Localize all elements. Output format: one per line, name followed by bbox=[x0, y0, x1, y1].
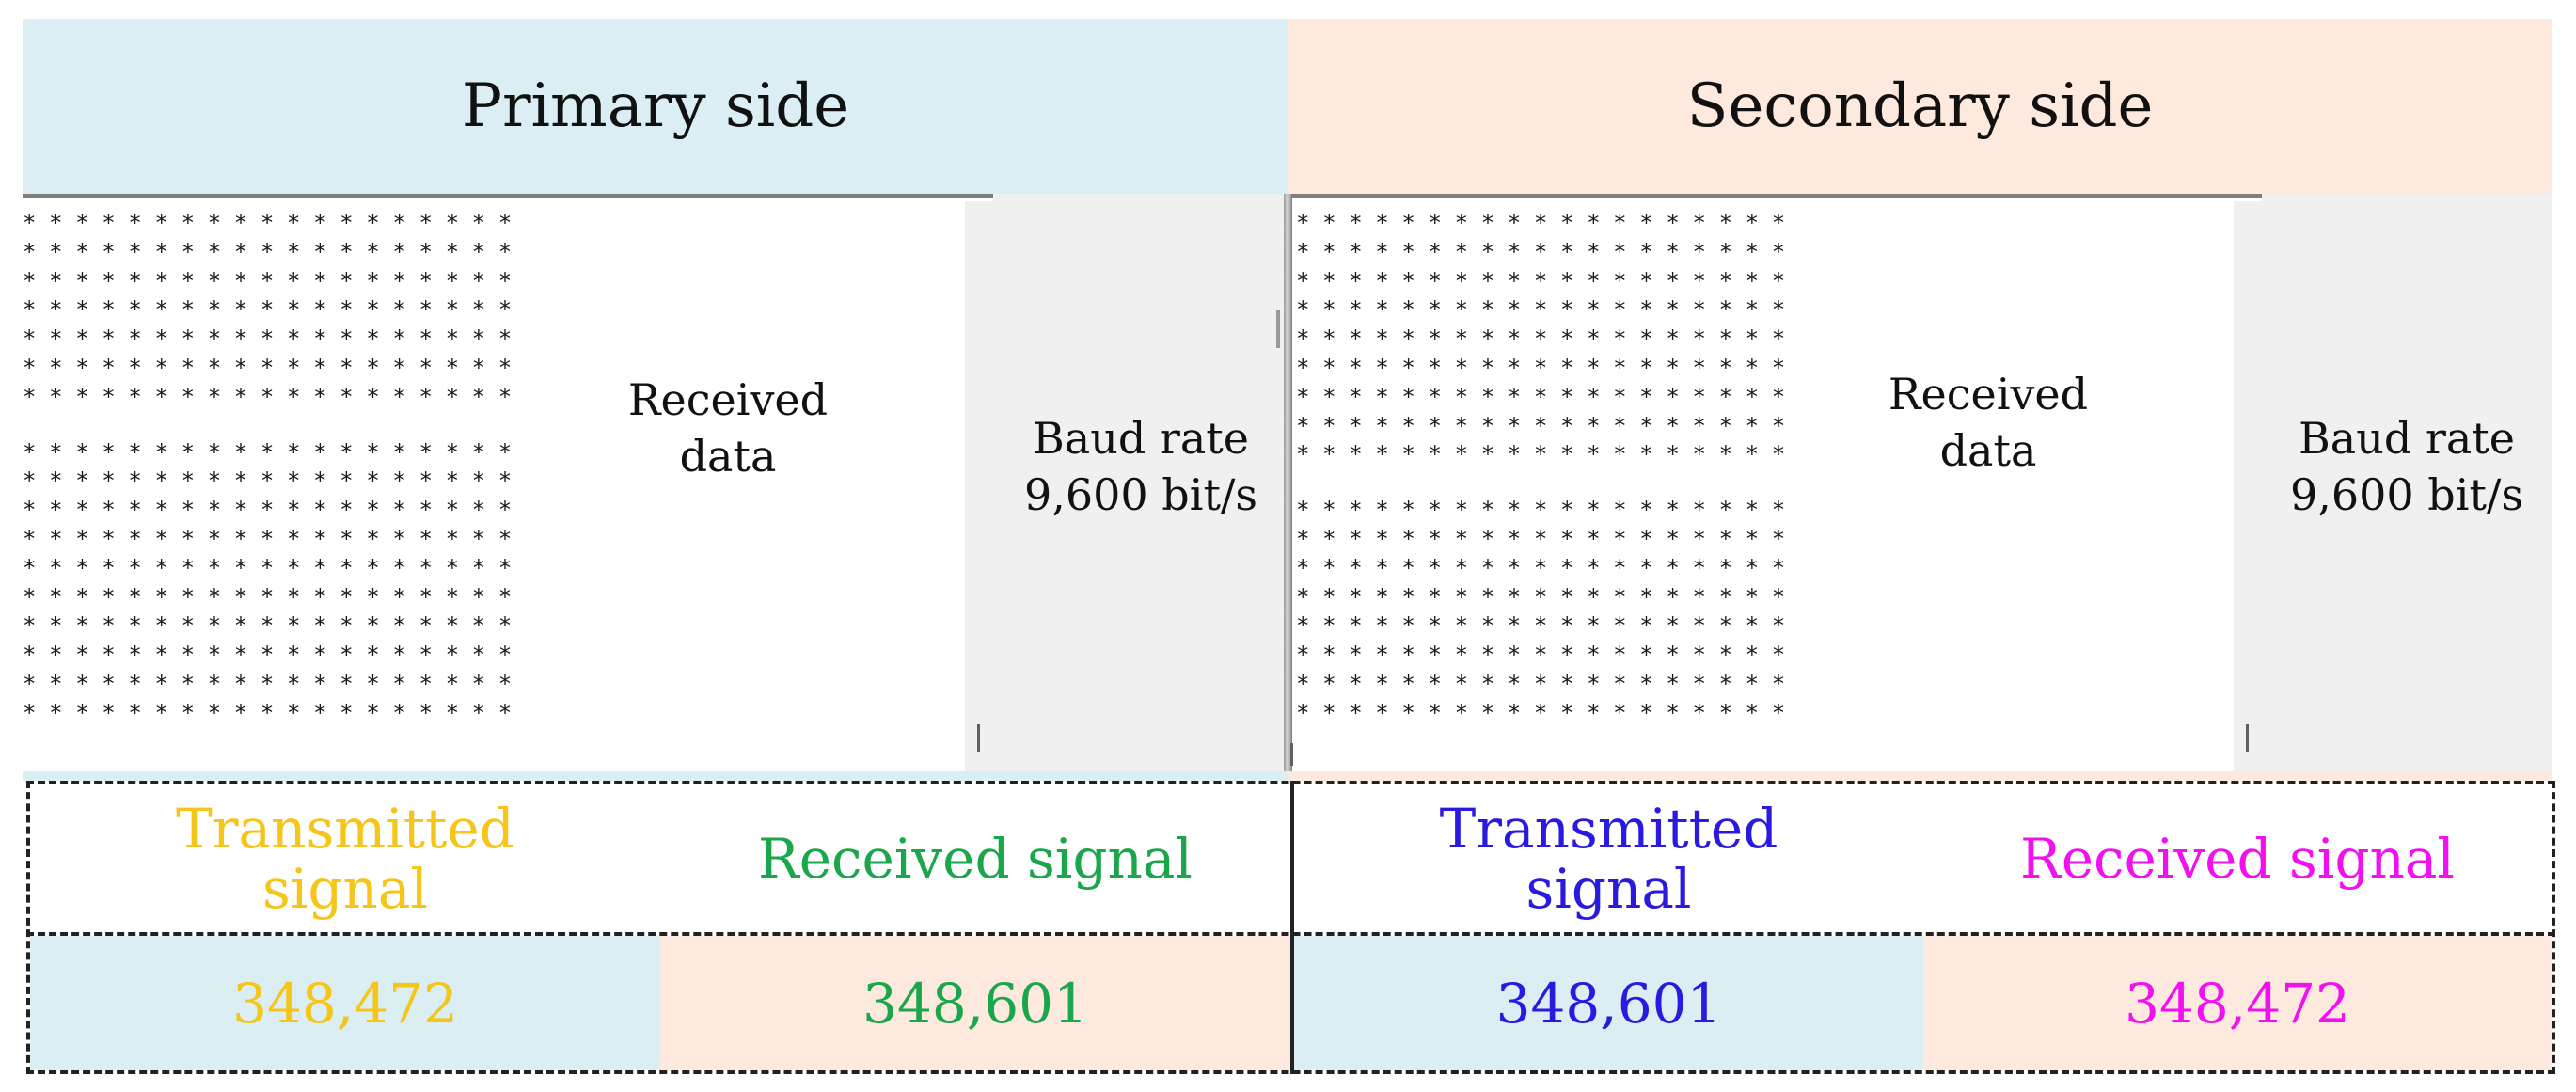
secondary-transmitted-signal-header: Transmitted signal bbox=[1439, 796, 1778, 921]
received-text-line: * * * * * * * * * * * * * * * * * * * bbox=[23, 438, 512, 466]
received-text-line: * * * * * * * * * * * * * * * * * * * bbox=[23, 354, 512, 381]
received-text-line bbox=[23, 412, 512, 438]
received-text-line bbox=[1296, 469, 1785, 496]
secondary-received-data-label: Received data bbox=[1888, 369, 2089, 476]
secondary-side-title: Secondary side bbox=[1686, 71, 2154, 141]
primary-side-header: Primary side bbox=[23, 19, 1288, 194]
received-text-line: * * * * * * * * * * * * * * * * * * * bbox=[23, 267, 512, 294]
secondary-bottom-strip bbox=[1288, 771, 2552, 781]
secondary-received-text: * * * * * * * * * * * * * * * * * * * * *… bbox=[1296, 209, 1785, 728]
received-text-line: * * * * * * * * * * * * * * * * * * * bbox=[23, 612, 512, 640]
received-text-line: * * * * * * * * * * * * * * * * * * * bbox=[23, 296, 512, 324]
received-text-line: * * * * * * * * * * * * * * * * * * * bbox=[1296, 641, 1785, 669]
secondary-received-textarea[interactable]: * * * * * * * * * * * * * * * * * * * * *… bbox=[1288, 194, 2262, 771]
received-text-line: * * * * * * * * * * * * * * * * * * * bbox=[1296, 325, 1785, 353]
received-text-line: * * * * * * * * * * * * * * * * * * * bbox=[23, 583, 512, 610]
primary-baud-rate-box: Baud rate 9,600 bit/s bbox=[993, 194, 1288, 771]
primary-received-signal-value: 348,601 bbox=[660, 936, 1290, 1070]
signal-table-center-divider bbox=[1290, 781, 1294, 1074]
primary-side-title: Primary side bbox=[461, 71, 850, 141]
received-text-line: * * * * * * * * * * * * * * * * * * * bbox=[23, 554, 512, 581]
secondary-received-signal-header: Received signal bbox=[2020, 826, 2455, 891]
primary-bottom-strip bbox=[23, 771, 1288, 781]
received-text-line: * * * * * * * * * * * * * * * * * * * bbox=[23, 525, 512, 552]
received-text-line: * * * * * * * * * * * * * * * * * * * bbox=[1296, 525, 1785, 552]
secondary-baud-rate-label: Baud rate bbox=[2298, 413, 2516, 464]
secondary-baud-rate-box: Baud rate 9,600 bit/s bbox=[2262, 194, 2552, 771]
received-text-line: * * * * * * * * * * * * * * * * * * * bbox=[1296, 670, 1785, 697]
primary-transmitted-signal-header: Transmitted signal bbox=[176, 796, 514, 921]
secondary-scrollbar[interactable] bbox=[2234, 201, 2262, 771]
secondary-baud-rate-value: 9,600 bit/s bbox=[2289, 469, 2524, 520]
divider-grip-bottom bbox=[1290, 743, 1293, 766]
received-text-line: * * * * * * * * * * * * * * * * * * * bbox=[1296, 296, 1785, 324]
received-text-line: * * * * * * * * * * * * * * * * * * * bbox=[1296, 383, 1785, 410]
divider-grip bbox=[1276, 310, 1280, 348]
received-text-line: * * * * * * * * * * * * * * * * * * * bbox=[23, 670, 512, 697]
received-text-line: * * * * * * * * * * * * * * * * * * * bbox=[1296, 554, 1785, 581]
received-text-line: * * * * * * * * * * * * * * * * * * * bbox=[1296, 497, 1785, 524]
received-text-line: * * * * * * * * * * * * * * * * * * * bbox=[23, 325, 512, 353]
panel-divider[interactable] bbox=[1284, 194, 1291, 771]
received-text-line: * * * * * * * * * * * * * * * * * * * bbox=[1296, 238, 1785, 265]
received-text-line: * * * * * * * * * * * * * * * * * * * bbox=[1296, 612, 1785, 640]
primary-transmitted-signal-value: 348,472 bbox=[30, 936, 660, 1070]
received-text-line: * * * * * * * * * * * * * * * * * * * bbox=[1296, 699, 1785, 726]
primary-received-data-label: Received data bbox=[627, 374, 829, 482]
secondary-received-signal-value: 348,472 bbox=[1923, 936, 2552, 1070]
received-text-line: * * * * * * * * * * * * * * * * * * * bbox=[23, 210, 512, 236]
received-text-line: * * * * * * * * * * * * * * * * * * * bbox=[1296, 441, 1785, 468]
primary-baud-rate-value: 9,600 bit/s bbox=[1023, 469, 1258, 520]
primary-received-text: * * * * * * * * * * * * * * * * * * * * *… bbox=[23, 209, 512, 728]
received-text-line: * * * * * * * * * * * * * * * * * * * bbox=[23, 238, 512, 265]
secondary-scrollbar-thumb[interactable] bbox=[2246, 724, 2249, 752]
primary-received-signal-header: Received signal bbox=[758, 826, 1193, 891]
received-text-line: * * * * * * * * * * * * * * * * * * * bbox=[23, 383, 512, 410]
received-text-line: * * * * * * * * * * * * * * * * * * * bbox=[23, 641, 512, 669]
received-text-line: * * * * * * * * * * * * * * * * * * * bbox=[1296, 210, 1785, 236]
received-text-line: * * * * * * * * * * * * * * * * * * * bbox=[1296, 267, 1785, 294]
secondary-transmitted-signal-value: 348,601 bbox=[1294, 936, 1923, 1070]
received-text-line: * * * * * * * * * * * * * * * * * * * bbox=[1296, 412, 1785, 439]
primary-baud-rate-label: Baud rate bbox=[1032, 413, 1250, 464]
primary-scrollbar[interactable] bbox=[965, 201, 993, 771]
secondary-terminal-panel: * * * * * * * * * * * * * * * * * * * * *… bbox=[1288, 194, 2552, 771]
primary-terminal-panel: * * * * * * * * * * * * * * * * * * * * *… bbox=[23, 194, 1288, 771]
secondary-side-header: Secondary side bbox=[1288, 19, 2552, 194]
primary-received-textarea[interactable]: * * * * * * * * * * * * * * * * * * * * *… bbox=[23, 194, 993, 771]
received-text-line: * * * * * * * * * * * * * * * * * * * bbox=[23, 497, 512, 524]
received-text-line: * * * * * * * * * * * * * * * * * * * bbox=[23, 699, 512, 726]
received-text-line: * * * * * * * * * * * * * * * * * * * bbox=[23, 467, 512, 495]
received-text-line: * * * * * * * * * * * * * * * * * * * bbox=[1296, 583, 1785, 610]
primary-scrollbar-thumb[interactable] bbox=[977, 724, 980, 752]
received-text-line: * * * * * * * * * * * * * * * * * * * bbox=[1296, 354, 1785, 381]
